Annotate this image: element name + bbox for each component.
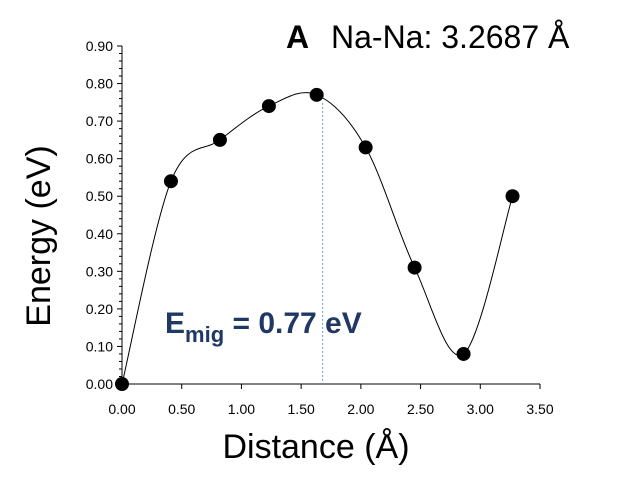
y-tick-label: 0.40 [86, 226, 113, 242]
data-point [358, 140, 373, 155]
data-point [115, 377, 129, 391]
y-tick-label: 0.00 [86, 376, 113, 392]
y-tick-label: 0.30 [86, 263, 113, 279]
data-point [261, 99, 276, 114]
chart-title: Na-Na: 3.2687 Å [331, 19, 570, 55]
data-point [309, 87, 324, 102]
y-tick-label: 0.90 [86, 38, 113, 54]
x-tick-label: 3.50 [526, 401, 553, 417]
panel-label: A [286, 19, 309, 55]
y-tick-label: 0.70 [86, 113, 113, 129]
data-point [212, 132, 227, 147]
x-axis-title: Distance (Å) [222, 428, 409, 466]
y-tick-label: 0.20 [86, 301, 113, 317]
y-ticks: 0.00 0.10 0.20 0.30 0.40 0.50 0.60 0.70 0.80 0.90 [86, 38, 122, 392]
y-tick-label: 0.10 [86, 338, 113, 354]
emig-value: = 0.77 eV [224, 307, 362, 340]
data-point [163, 174, 178, 189]
axes [121, 46, 540, 385]
y-tick-label: 0.60 [86, 151, 113, 167]
data-point [407, 260, 422, 275]
x-tick-label: 2.00 [347, 401, 374, 417]
y-tick-label: 0.80 [86, 76, 113, 92]
emig-subscript: mig [185, 322, 224, 347]
data-point [456, 346, 471, 361]
y-axis-title: Energy (eV) [20, 145, 58, 326]
x-tick-label: 0.50 [168, 401, 195, 417]
migration-energy-annotation: Emig = 0.77 eV [165, 307, 362, 347]
data-point [505, 189, 520, 204]
x-tick-label: 1.50 [288, 401, 315, 417]
x-tick-label: 2.50 [407, 401, 434, 417]
x-tick-label: 1.00 [228, 401, 255, 417]
x-tick-label: 3.00 [467, 401, 494, 417]
data-points [115, 87, 520, 391]
energy-curve [121, 92, 514, 385]
x-ticks: 0.00 0.50 1.00 1.50 2.00 2.50 3.00 3.50 [108, 384, 554, 417]
y-tick-label: 0.50 [86, 188, 113, 204]
emig-main: E [165, 307, 185, 340]
x-tick-label: 0.00 [108, 401, 135, 417]
